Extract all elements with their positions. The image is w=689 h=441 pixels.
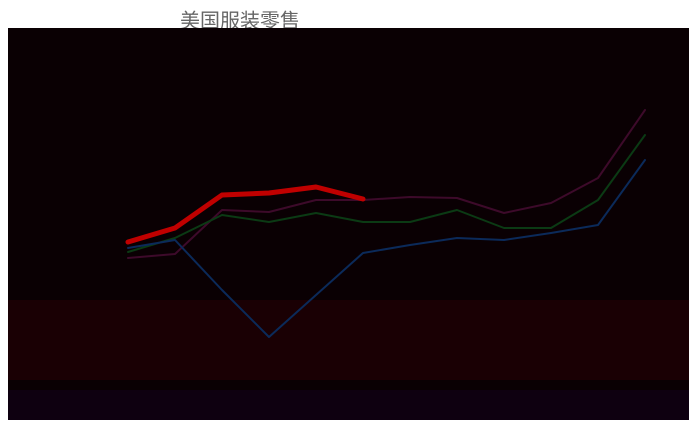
plot [125, 109, 646, 338]
band [8, 300, 689, 380]
line [125, 184, 366, 245]
line [127, 134, 646, 253]
line [127, 159, 646, 338]
legend-area [8, 390, 689, 420]
line [127, 109, 646, 259]
